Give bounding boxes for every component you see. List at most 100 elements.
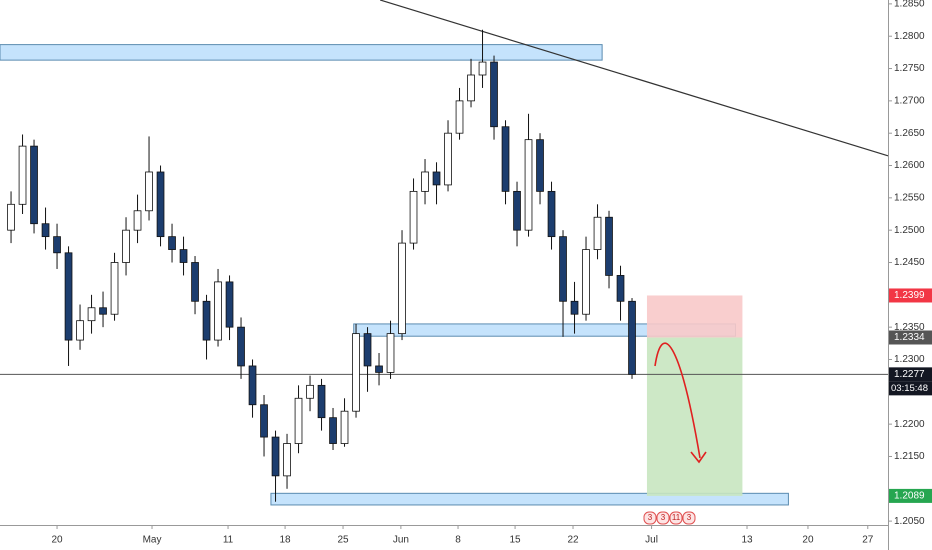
y-tick-label: 1.2600 (894, 160, 925, 171)
y-tick-label: 1.2200 (894, 419, 925, 430)
candle-body (605, 216, 613, 276)
candle-body (283, 443, 291, 477)
price-tag-label: 1.2334 (894, 332, 925, 343)
candle-body (7, 203, 15, 231)
candle-body (214, 281, 222, 341)
candle-body (133, 210, 142, 231)
candle-body (145, 171, 153, 212)
countdown-label: 03:15:48 (891, 383, 928, 394)
candle-body (444, 132, 452, 186)
candle-body (490, 61, 498, 128)
candle-body (122, 229, 130, 263)
event-label: 11 (672, 513, 681, 522)
event-label: 3 (661, 513, 666, 522)
x-tick-label: Jun (393, 535, 409, 546)
candle-body (432, 171, 441, 186)
candle-body (87, 307, 96, 322)
event-label: 3 (648, 513, 653, 522)
price-tag-label: 1.2399 (894, 290, 925, 301)
candle-body (306, 384, 314, 399)
candle-body (99, 307, 107, 315)
x-tick-label: 13 (741, 535, 753, 546)
candle-body (363, 333, 372, 367)
candle-body (340, 410, 349, 444)
price-tag (889, 488, 932, 503)
y-tick-label: 1.2700 (894, 96, 925, 107)
zone (270, 492, 789, 506)
candle-body (386, 333, 395, 373)
price-tag (889, 330, 932, 345)
candle-body (202, 300, 211, 341)
last-price-tag (889, 367, 932, 382)
candle-body (352, 333, 360, 412)
x-tick-label: 18 (280, 535, 292, 546)
candle-body (191, 262, 199, 302)
annotation-arrow (654, 342, 701, 459)
candle-body (616, 275, 625, 302)
candle-body (421, 171, 429, 192)
candle-body (501, 126, 510, 192)
candle-body (237, 326, 245, 367)
candle-body (455, 100, 464, 134)
event-label: 3 (687, 513, 692, 522)
candle-body (294, 397, 303, 444)
x-tick-label: May (143, 535, 162, 546)
candle-body (110, 262, 119, 315)
candle-body (30, 145, 38, 225)
candle-body (156, 171, 165, 238)
candle-body (570, 300, 579, 315)
candle-body (409, 190, 418, 244)
candle-body (260, 404, 268, 438)
time-axis-bg (0, 525, 888, 550)
y-tick-label: 1.2300 (894, 354, 925, 365)
candle-body (168, 236, 176, 250)
candle-body (41, 223, 50, 238)
candle-body (53, 236, 61, 254)
price-axis-bg (888, 0, 932, 550)
price-tag-label: 1.2089 (894, 491, 925, 502)
y-tick-label: 1.2800 (894, 31, 925, 42)
candle-body (513, 190, 521, 231)
candle-body (317, 384, 326, 419)
zone (646, 337, 743, 496)
y-tick-label: 1.2850 (894, 0, 925, 10)
x-tick-label: Jul (645, 535, 658, 546)
x-tick-label: 27 (862, 535, 874, 546)
candle-body (628, 300, 636, 375)
y-tick-label: 1.2350 (894, 322, 925, 333)
x-tick-label: 20 (51, 535, 63, 546)
y-tick-label: 1.2650 (894, 128, 925, 139)
candle-body (64, 252, 73, 341)
y-tick-label: 1.2550 (894, 192, 925, 203)
candle-body (271, 436, 280, 477)
annotation-arrow-head (690, 451, 707, 464)
event-marker (682, 511, 696, 525)
y-tick-label: 1.2050 (894, 516, 925, 527)
candle-body (559, 236, 567, 302)
candle-body (398, 242, 406, 335)
event-marker (669, 511, 683, 525)
candle-body (478, 61, 487, 76)
last-price-label: 1.2277 (894, 369, 925, 380)
x-tick-label: 11 (223, 535, 234, 546)
y-tick-label: 1.2750 (894, 63, 925, 74)
price-tag (889, 288, 932, 303)
candle-body (76, 320, 84, 341)
candle-body (524, 139, 533, 231)
x-tick-label: 22 (567, 535, 579, 546)
candle-body (375, 365, 383, 373)
zone (0, 44, 603, 61)
candle-body (467, 74, 475, 102)
candle-body (248, 365, 257, 406)
y-tick-label: 1.2450 (894, 257, 925, 268)
candle-body (593, 216, 602, 250)
x-tick-label: 25 (337, 535, 349, 546)
x-tick-label: 8 (455, 535, 461, 546)
candle-body (18, 145, 27, 205)
y-tick-label: 1.2500 (894, 225, 925, 236)
trendline (380, 0, 889, 157)
x-tick-label: 15 (510, 535, 522, 546)
